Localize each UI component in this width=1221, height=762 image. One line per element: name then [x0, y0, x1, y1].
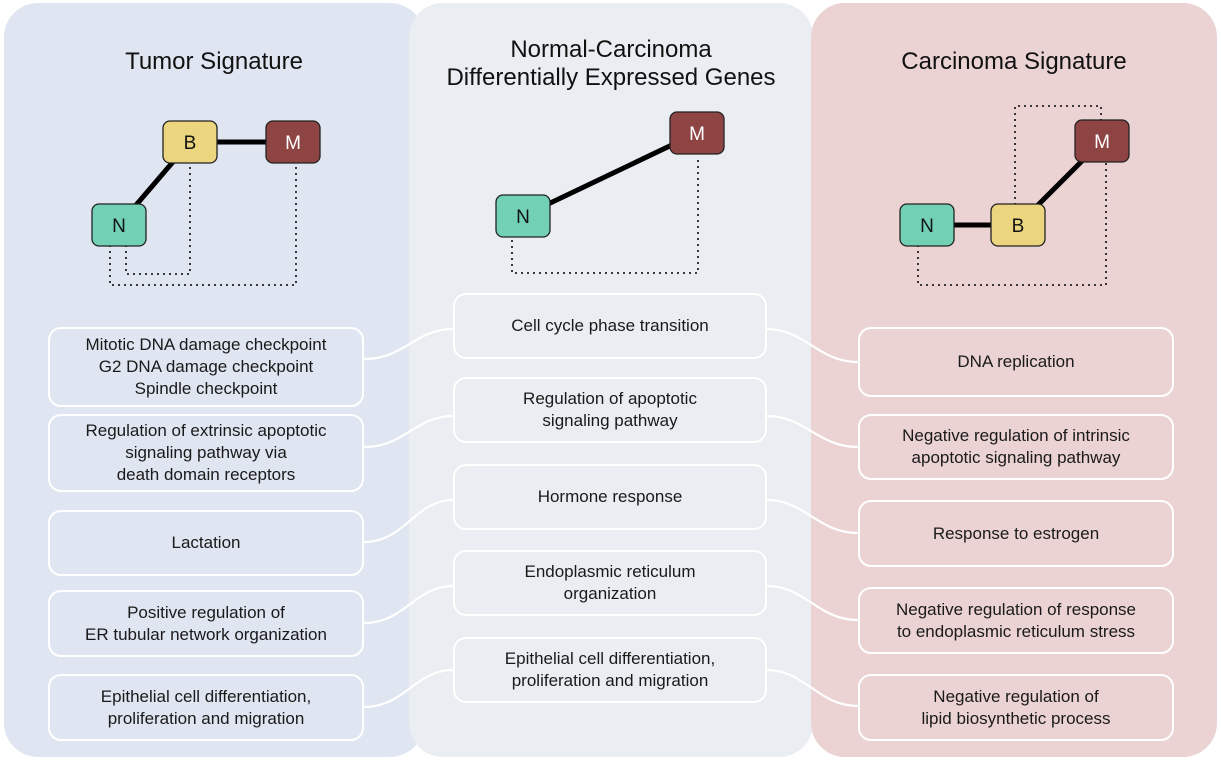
connector-left-1 — [363, 327, 454, 361]
carcinoma-term-3: Response to estrogen — [858, 500, 1174, 567]
connector-right-2 — [766, 414, 859, 449]
node-b-label: B — [1012, 216, 1025, 237]
connector-left-4 — [363, 584, 454, 625]
dotted-link-n-m — [511, 156, 699, 274]
node-n — [91, 203, 147, 247]
node-b — [990, 203, 1046, 247]
tumor-term-3: Lactation — [48, 510, 364, 576]
node-m — [265, 120, 321, 164]
node-m — [1074, 119, 1130, 163]
normal-carcinoma-title: Normal-Carcinoma Differentially Expresse… — [409, 36, 813, 92]
node-n-label: N — [920, 216, 934, 237]
node-m-label: M — [689, 124, 705, 145]
carcinoma-network: M N B — [899, 105, 1130, 286]
connectors — [363, 327, 859, 709]
node-m — [669, 111, 725, 155]
node-m-label: M — [285, 133, 301, 154]
dotted-link-n-m — [917, 163, 1107, 286]
normal-carcinoma-title-line1: Normal-Carcinoma — [510, 36, 712, 63]
tumor-signature-title: Tumor Signature — [125, 48, 303, 75]
node-m-label: M — [1094, 132, 1110, 153]
deg-term-4: Endoplasmic reticulum organization — [453, 550, 767, 616]
tumor-term-4: Positive regulation of ER tubular networ… — [48, 590, 364, 657]
deg-term-5: Epithelial cell differentiation, prolife… — [453, 637, 767, 703]
tumor-term-2: Regulation of extrinsic apoptotic signal… — [48, 414, 364, 492]
dotted-link-n-m — [109, 165, 297, 286]
node-b-label: B — [184, 133, 197, 154]
deg-term-1: Cell cycle phase transition — [453, 293, 767, 359]
deg-term-3: Hormone response — [453, 464, 767, 530]
node-b — [162, 120, 218, 164]
dotted-link-n-b — [125, 162, 191, 275]
dotted-link-b-m — [1014, 105, 1102, 205]
node-n-label: N — [516, 207, 530, 228]
deg-term-2: Regulation of apoptotic signaling pathwa… — [453, 377, 767, 443]
node-n — [899, 203, 955, 247]
carcinoma-signature-title: Carcinoma Signature — [901, 48, 1127, 75]
node-n — [495, 194, 551, 238]
connector-left-3 — [363, 498, 454, 544]
connector-right-3 — [766, 498, 859, 535]
normal-carcinoma-title-line2: Differentially Expressed Genes — [446, 64, 776, 91]
carcinoma-term-5: Negative regulation of lipid biosyntheti… — [858, 674, 1174, 741]
node-n-label: N — [112, 216, 126, 237]
tumor-term-1: Mitotic DNA damage checkpoint G2 DNA dam… — [48, 327, 364, 407]
normal-carcinoma-network: M N — [495, 111, 725, 274]
carcinoma-term-4: Negative regulation of response to endop… — [858, 587, 1174, 654]
connector-right-5 — [766, 668, 859, 708]
carcinoma-term-1: DNA replication — [858, 327, 1174, 397]
edge-n-m — [521, 130, 699, 219]
connector-left-2 — [363, 414, 454, 449]
tumor-network: B M N — [91, 120, 321, 286]
carcinoma-term-2: Negative regulation of intrinsic apoptot… — [858, 414, 1174, 480]
connector-right-1 — [766, 327, 859, 364]
connector-right-4 — [766, 584, 859, 622]
connector-left-5 — [363, 668, 454, 709]
tumor-term-5: Epithelial cell differentiation, prolife… — [48, 674, 364, 741]
